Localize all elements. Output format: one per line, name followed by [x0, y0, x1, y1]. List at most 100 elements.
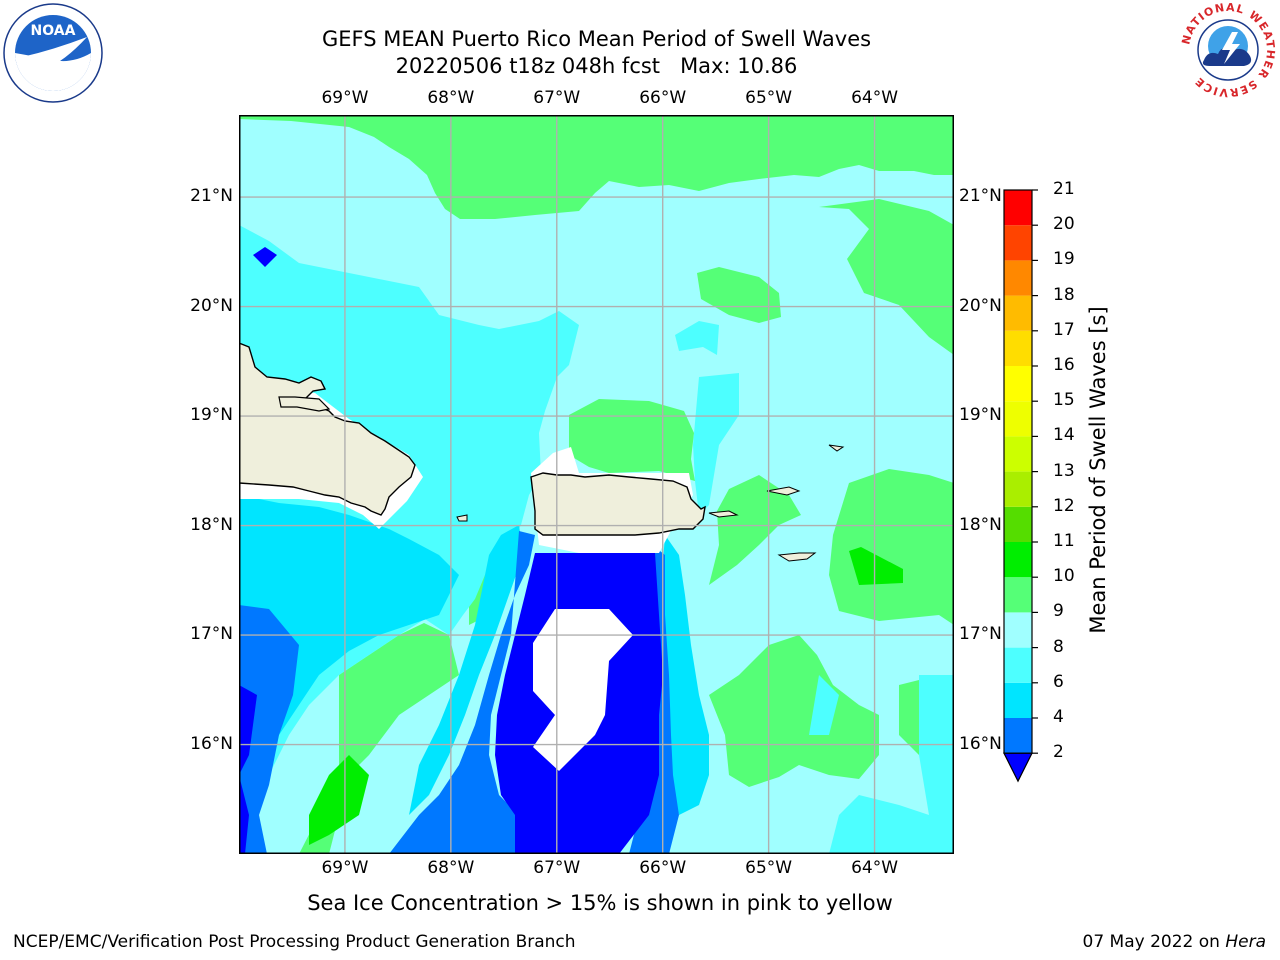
- swell-contour-lt-2: [239, 775, 249, 854]
- land-virgin-islands: [766, 486, 801, 496]
- colorbar-segment: [1004, 682, 1032, 718]
- title-line-2: 20220506 t18z 048h fcst Max: 10.86: [395, 54, 798, 78]
- land-virgin-islands: [828, 444, 845, 452]
- swell-contour-lt-2: [239, 685, 257, 775]
- masked-area: [533, 609, 633, 771]
- lat-label-left: 18°N: [190, 514, 233, 535]
- swell-contour-9-10: [239, 115, 954, 219]
- lat-label-right: 17°N: [959, 624, 1002, 645]
- lon-label-bottom: 69°W: [321, 858, 369, 878]
- lon-label-bottom: 64°W: [851, 858, 899, 878]
- nws-logo: NATIONAL WEATHER SERVICE: [1180, 2, 1276, 98]
- lat-label-left: 16°N: [190, 733, 233, 754]
- lon-label-bottom: 68°W: [427, 858, 475, 878]
- colorbar-tick-label: 9: [1053, 601, 1064, 622]
- colorbar-segment: [1004, 366, 1032, 402]
- gridlines: [239, 115, 954, 854]
- colorbar-tick-label: 20: [1053, 214, 1075, 235]
- lon-label-top: 64°W: [851, 88, 899, 108]
- swell-contour-2-4: [389, 531, 535, 854]
- land-virgin-islands: [777, 552, 817, 562]
- lat-label-left: 21°N: [190, 186, 233, 207]
- colorbar-segment: [1004, 295, 1032, 331]
- colorbar-extend-arrow: [1003, 752, 1033, 783]
- swell-contour-10-11: [849, 547, 903, 585]
- colorbar-segment: [1004, 506, 1032, 542]
- swell-contour-10-11: [309, 755, 369, 845]
- colorbar-tick-label: 14: [1053, 425, 1075, 446]
- colorbar-tick-label: 12: [1053, 495, 1075, 516]
- land-hispaniola: [278, 396, 331, 412]
- lon-label-bottom: 67°W: [533, 858, 581, 878]
- map-plot: [239, 115, 954, 854]
- swell-contour-6-8: [693, 373, 739, 515]
- noaa-logo: NOAA: [3, 3, 103, 103]
- lon-label-top: 66°W: [639, 88, 687, 108]
- title-line-1: GEFS MEAN Puerto Rico Mean Period of Swe…: [321, 27, 872, 51]
- lon-label-top: 69°W: [321, 88, 369, 108]
- colorbar-tick-label: 13: [1053, 460, 1075, 481]
- colorbar-segment: [1004, 436, 1032, 472]
- colorbar-segment: [1004, 718, 1032, 754]
- colorbar-segment: [1004, 612, 1032, 648]
- lat-label-left: 19°N: [190, 405, 233, 426]
- footer-date: 07 May 2022 on Hera: [1082, 932, 1267, 952]
- colorbar-tick-label: 16: [1053, 355, 1075, 375]
- colorbar-segment: [1004, 401, 1032, 437]
- colorbar-segment: [1004, 330, 1032, 366]
- land-hispaniola: [239, 342, 416, 516]
- swell-contour-9-10: [829, 469, 954, 625]
- chart-title: GEFS MEAN Puerto Rico Mean Period of Swe…: [0, 26, 1193, 80]
- colorbar-segment: [1004, 471, 1032, 507]
- colorbar-tick-label: 21: [1053, 179, 1075, 199]
- swell-contour-4-6: [239, 495, 459, 805]
- swell-contour-2-4: [239, 605, 299, 854]
- noaa-logo-text: NOAA: [31, 23, 76, 39]
- colorbar-segment: [1004, 225, 1032, 261]
- swell-contour-9-10: [819, 199, 954, 355]
- colorbar-tick-label: 4: [1053, 707, 1064, 727]
- lat-label-right: 21°N: [959, 186, 1002, 207]
- colorbar-tick-label: 11: [1053, 531, 1075, 551]
- land-mona-island: [456, 514, 468, 522]
- lon-label-top: 67°W: [533, 88, 581, 108]
- footer-branch: NCEP/EMC/Verification Post Processing Pr…: [13, 932, 576, 952]
- colorbar-segment: [1004, 260, 1032, 296]
- lon-label-top: 68°W: [427, 88, 475, 108]
- colorbar: [1003, 189, 1038, 783]
- colorbar-tick-label: 18: [1053, 284, 1075, 305]
- map-frame: [239, 115, 954, 854]
- colorbar-title: Mean Period of Swell Waves [s]: [1086, 306, 1110, 634]
- colorbar-tick-label: 2: [1053, 742, 1064, 763]
- swell-contour-6-8: [675, 321, 719, 355]
- lat-label-left: 20°N: [190, 295, 233, 316]
- colorbar-segment: [1004, 190, 1032, 226]
- sea-ice-note: Sea Ice Concentration > 15% is shown in …: [307, 891, 893, 915]
- lat-label-left: 17°N: [190, 624, 233, 645]
- colorbar-tick-label: 19: [1053, 249, 1075, 270]
- lon-label-bottom: 65°W: [745, 858, 793, 878]
- colorbar-segment: [1004, 647, 1032, 683]
- land-vieques: [708, 510, 739, 518]
- footer-host: Hera: [1225, 932, 1266, 952]
- swell-contour-9-10: [709, 475, 801, 585]
- swell-contour-6-8: [829, 795, 954, 854]
- colorbar-tick-label: 6: [1053, 671, 1064, 692]
- swell-contour-9-10: [569, 399, 695, 481]
- colorbar-segment: [1004, 577, 1032, 613]
- swell-contour-9-10: [697, 267, 781, 323]
- lon-label-top: 65°W: [745, 88, 793, 108]
- colorbar-tick-label: 8: [1053, 636, 1064, 657]
- swell-contour-9-10: [709, 635, 879, 787]
- lat-label-right: 20°N: [959, 295, 1002, 316]
- swell-contour-4-6: [409, 525, 523, 815]
- land-puerto-rico: [530, 472, 706, 536]
- swell-contour-6-8: [809, 675, 839, 735]
- lon-label-bottom: 66°W: [639, 858, 687, 878]
- swell-contour-lt-2: [253, 247, 277, 267]
- colorbar-segment: [1004, 542, 1032, 578]
- colorbar-tick-label: 10: [1053, 566, 1075, 587]
- lat-label-right: 18°N: [959, 514, 1002, 535]
- colorbar-tick-label: 15: [1053, 390, 1075, 411]
- lat-label-right: 19°N: [959, 405, 1002, 426]
